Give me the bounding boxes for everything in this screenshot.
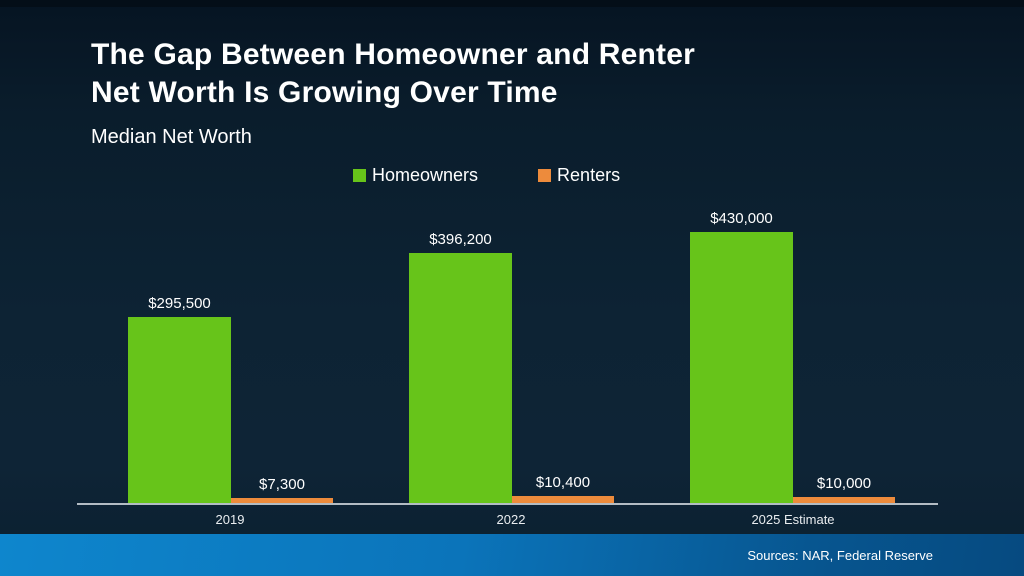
bar-homeowners-2022: $396,200: [409, 231, 512, 503]
bar-rect-homeowners-2019: [128, 317, 231, 503]
legend-label-renters: Renters: [557, 165, 621, 185]
top-edge-strip: [0, 0, 1024, 7]
legend-item-homeowners: Homeowners: [353, 165, 478, 186]
homeowners-swatch-icon: [353, 169, 366, 182]
sources-text: Sources: NAR, Federal Reserve: [747, 547, 933, 563]
x-axis-line: [77, 503, 938, 505]
chart-title: The Gap Between Homeowner and Renter Net…: [91, 36, 891, 112]
chart-subtitle: Median Net Worth: [91, 126, 252, 148]
bar-value-renters-2025: $10,000: [816, 475, 872, 492]
bar-renters-2025: $10,000: [793, 475, 895, 503]
bar-homeowners-2019: $295,500: [128, 295, 231, 503]
category-label-2025-estimate: 2025 Estimate: [751, 512, 835, 527]
bar-rect-homeowners-2022: [409, 253, 512, 503]
bar-renters-2022: $10,400: [512, 474, 614, 503]
legend-item-renters: Renters: [538, 165, 620, 186]
bar-renters-2019: $7,300: [231, 476, 333, 503]
bar-rect-renters-2019: [231, 498, 333, 503]
bar-rect-homeowners-2025: [690, 232, 793, 503]
chart-title-line2: Net Worth Is Growing Over Time: [91, 76, 558, 109]
bar-value-homeowners-2025: $430,000: [710, 210, 773, 227]
footer-bar: Sources: NAR, Federal Reserve: [0, 534, 1024, 576]
chart-title-line1: The Gap Between Homeowner and Renter: [91, 38, 695, 71]
category-label-2022: 2022: [496, 512, 526, 527]
renters-swatch-icon: [538, 169, 552, 182]
bar-homeowners-2025: $430,000: [690, 210, 793, 503]
category-label-2019: 2019: [215, 512, 245, 527]
bar-rect-renters-2025: [793, 497, 895, 503]
bar-value-homeowners-2019: $295,500: [148, 295, 211, 312]
bar-rect-renters-2022: [512, 496, 614, 503]
chart-legend: Homeowners Renters: [353, 165, 620, 186]
legend-label-homeowners: Homeowners: [372, 165, 479, 185]
bar-value-renters-2022: $10,400: [535, 474, 591, 491]
bar-value-homeowners-2022: $396,200: [429, 231, 492, 248]
bar-value-renters-2019: $7,300: [259, 476, 305, 493]
